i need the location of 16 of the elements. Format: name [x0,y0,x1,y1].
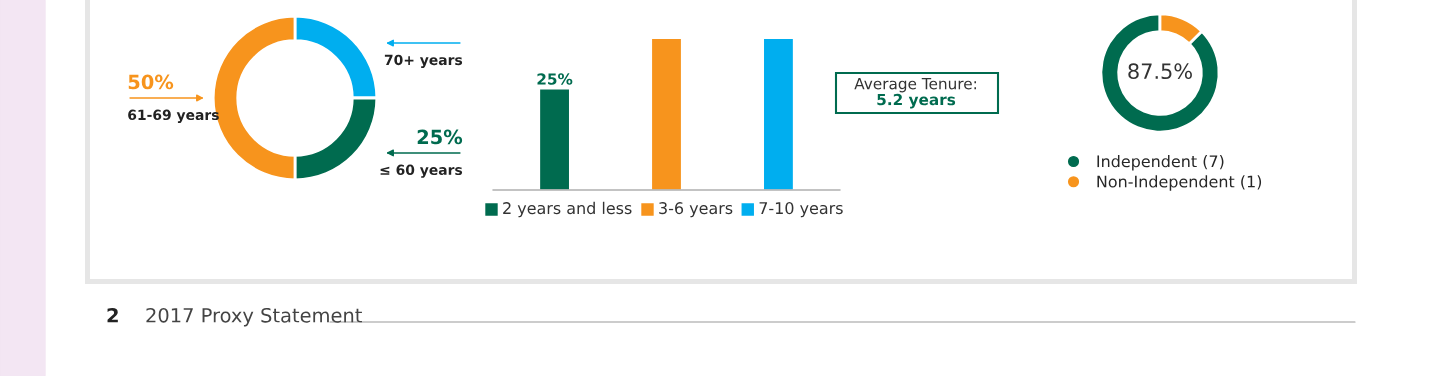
text: 5.2 years [877,93,956,109]
legend-label: Independent (7) [1097,154,1224,171]
text: Average Tenure: [854,78,976,93]
category-label: 3-6 years [659,202,733,218]
category-label: 2 years and less [503,201,632,218]
text: 2017 Proxy Statement [146,307,362,327]
text: 2 [107,307,118,323]
data-label: 25% [537,73,573,85]
data-label: 50% [128,74,174,90]
data-label: 25% [417,129,463,145]
legend-label: ≤ 60 years [380,164,463,178]
donut-slice [1099,12,1221,134]
legend-label: 70+ years [384,54,463,68]
legend-label: Non-Independent (1) [1097,175,1262,191]
data-label: 87.5% [1128,63,1192,80]
category-label: 7-10 years [759,202,843,218]
